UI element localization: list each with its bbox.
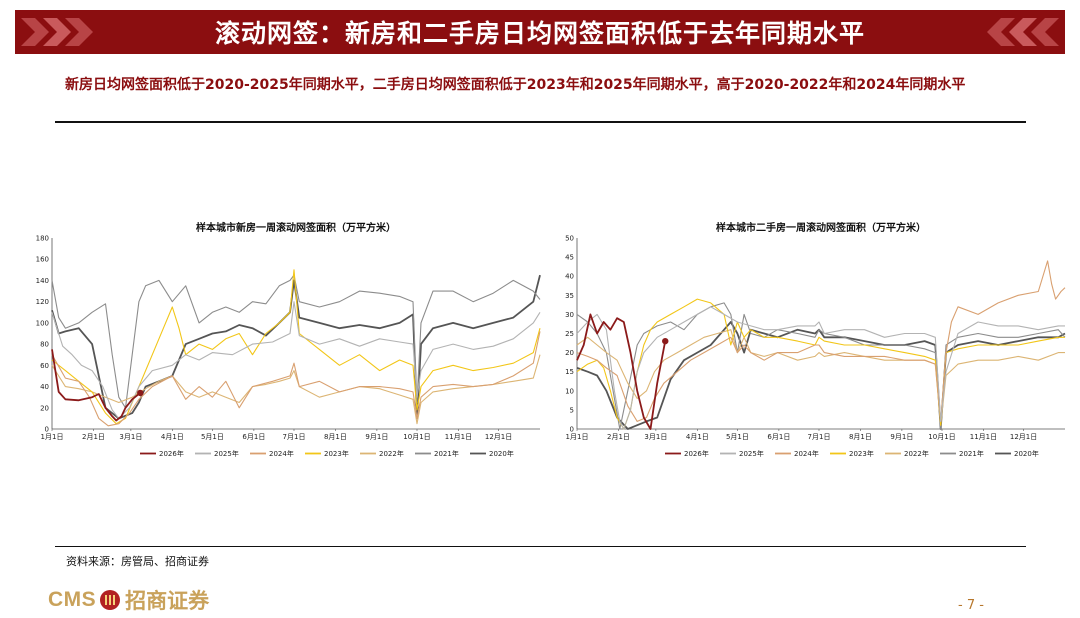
- x-tick-label: 3月1日: [644, 433, 667, 441]
- y-tick-label: 35: [565, 292, 574, 300]
- x-tick-label: 5月1日: [201, 433, 224, 441]
- y-tick-label: 50: [565, 235, 574, 243]
- x-tick-label: 4月1日: [686, 433, 709, 441]
- y-tick-label: 30: [565, 311, 574, 319]
- chart-title: 样本城市二手房一周滚动网签面积（万平方米）: [716, 221, 926, 234]
- series-line-2021年: [51, 274, 541, 409]
- y-tick-label: 0: [570, 426, 574, 434]
- legend-label: 2022年: [379, 449, 404, 458]
- legend-label: 2023年: [324, 449, 349, 458]
- x-tick-label: 11月1日: [445, 433, 472, 441]
- x-tick-label: 6月1日: [767, 433, 790, 441]
- legend-label: 2025年: [739, 449, 764, 458]
- legend-label: 2023年: [849, 449, 874, 458]
- series-line-2024年: [51, 331, 541, 427]
- y-tick-label: 20: [40, 404, 49, 412]
- y-tick-label: 10: [565, 387, 574, 395]
- legend-label: 2026年: [159, 449, 184, 458]
- x-tick-label: 7月1日: [808, 433, 831, 441]
- y-tick-label: 160: [36, 256, 49, 264]
- x-tick-label: 1月1日: [566, 433, 589, 441]
- x-tick-label: 7月1日: [283, 433, 306, 441]
- x-tick-label: 12月1日: [485, 433, 512, 441]
- resale-home-chart: 样本城市二手房一周滚动网签面积（万平方米） 0 5 10 15 20 25 30 35 40 45 5…: [565, 221, 1066, 458]
- y-tick-label: 140: [36, 277, 49, 285]
- y-tick-label: 15: [565, 368, 574, 376]
- legend-label: 2021年: [959, 449, 984, 458]
- series-endpoint-marker: [662, 337, 669, 345]
- x-tick-label: 1月1日: [41, 433, 64, 441]
- page-number: - 7 -: [958, 598, 984, 613]
- y-tick-label: 120: [36, 298, 49, 306]
- y-tick-label: 40: [565, 273, 574, 281]
- x-tick-label: 10月1日: [928, 433, 955, 441]
- y-tick-label: 20: [565, 349, 574, 357]
- source-note: 资料来源：房管局、招商证券: [66, 555, 209, 568]
- series-line-2020年: [576, 321, 1066, 430]
- x-tick-label: 11月1日: [970, 433, 997, 441]
- x-tick-label: 9月1日: [365, 433, 388, 441]
- legend-label: 2024年: [269, 449, 294, 458]
- series-line-2022年: [51, 354, 541, 425]
- logo-emblem-icon: [100, 590, 121, 610]
- y-tick-label: 100: [36, 319, 49, 327]
- title-banner: 滚动网签：新房和二手房日均网签面积低于去年同期水平: [15, 10, 1065, 54]
- y-tick-label: 25: [565, 330, 574, 338]
- legend-label: 2020年: [489, 449, 514, 458]
- y-tick-label: 180: [36, 235, 49, 243]
- series-endpoint-marker: [137, 389, 144, 397]
- x-tick-label: 6月1日: [242, 433, 265, 441]
- logo-chinese: 招商证券: [125, 588, 210, 613]
- legend-label: 2021年: [434, 449, 459, 458]
- y-tick-label: 5: [570, 406, 574, 414]
- x-tick-label: 8月1日: [324, 433, 347, 441]
- x-tick-label: 10月1日: [403, 433, 430, 441]
- page-title: 滚动网签：新房和二手房日均网签面积低于去年同期水平: [214, 19, 865, 48]
- x-tick-label: 2月1日: [82, 433, 105, 441]
- series-line-2023年: [51, 269, 541, 425]
- legend-label: 2024年: [794, 449, 819, 458]
- y-tick-label: 60: [40, 362, 49, 370]
- chevron-left-icon: [21, 10, 131, 54]
- series-line-2026年: [51, 349, 141, 422]
- legend-label: 2022年: [904, 449, 929, 458]
- x-tick-label: 4月1日: [161, 433, 184, 441]
- legend-label: 2025年: [214, 449, 239, 458]
- x-tick-label: 8月1日: [849, 433, 872, 441]
- x-tick-label: 9月1日: [890, 433, 913, 441]
- series-line-2025年: [51, 301, 541, 419]
- y-tick-label: 0: [45, 426, 49, 434]
- cms-logo: CMS 招商证券: [48, 585, 209, 615]
- x-tick-label: 5月1日: [726, 433, 749, 441]
- x-tick-label: 2月1日: [607, 433, 630, 441]
- divider-bottom: [55, 546, 1026, 547]
- new-home-chart: 样本城市新房一周滚动网签面积（万平方米） 0 20 40 60 80 100 120 140 16…: [36, 221, 541, 458]
- series-line-2025年: [576, 306, 1065, 430]
- legend-label: 2020年: [1014, 449, 1039, 458]
- y-tick-label: 40: [40, 383, 49, 391]
- summary-text: 新房日均网签面积低于2020-2025年同期水平，二手房日均网签面积低于2023…: [65, 77, 966, 93]
- series-line-2026年: [576, 313, 667, 430]
- x-tick-label: 12月1日: [1010, 433, 1037, 441]
- series-line-2024年: [576, 260, 1066, 422]
- y-tick-label: 45: [565, 254, 574, 262]
- divider-top: [55, 121, 1026, 123]
- chart-title: 样本城市新房一周滚动网签面积（万平方米）: [196, 221, 396, 234]
- chevron-right-icon: [969, 10, 1059, 54]
- x-tick-label: 3月1日: [119, 433, 142, 441]
- y-tick-label: 80: [40, 341, 49, 349]
- logo-text: CMS: [48, 588, 97, 611]
- legend-label: 2026年: [684, 449, 709, 458]
